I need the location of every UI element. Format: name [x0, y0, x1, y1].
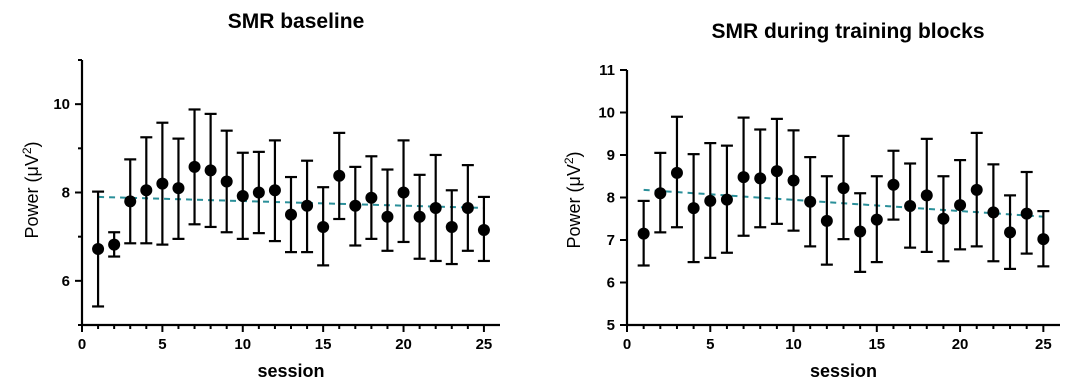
- x-axis-label: session: [810, 361, 877, 381]
- x-tick-label: 25: [1035, 336, 1052, 353]
- y-axis-label-exponent: 2: [20, 147, 34, 154]
- data-point: [317, 220, 330, 233]
- y-tick-label: 7: [607, 232, 615, 249]
- y-axis-label-unit: μV: [22, 154, 42, 176]
- data-point: [937, 212, 950, 225]
- y-axis-label-main: Power (: [22, 177, 42, 239]
- data-point: [770, 165, 783, 178]
- data-point: [637, 227, 650, 240]
- x-tick-label: 25: [476, 336, 493, 353]
- data-point: [670, 166, 683, 179]
- x-tick-label: 10: [785, 336, 802, 353]
- data-point: [987, 206, 1000, 219]
- data-point: [445, 220, 458, 233]
- data-point: [429, 201, 442, 214]
- data-point: [381, 210, 394, 223]
- x-tick-label: 20: [395, 336, 412, 353]
- y-axis-label-main: Power (: [564, 187, 584, 249]
- data-point: [285, 208, 297, 221]
- data-point: [854, 225, 867, 238]
- y-tick-label: 8: [62, 185, 70, 202]
- y-axis-label-unit: μV: [564, 164, 584, 186]
- y-axis-label-close: ): [564, 151, 584, 157]
- x-tick-label: 15: [315, 336, 332, 353]
- data-point: [108, 238, 121, 251]
- y-tick-label: 9: [607, 147, 615, 164]
- data-point: [172, 182, 185, 195]
- x-tick-label: 10: [234, 336, 251, 353]
- data-point: [1037, 233, 1050, 246]
- x-tick-label: 0: [78, 336, 86, 353]
- data-point: [870, 213, 883, 226]
- x-tick-label: 20: [952, 336, 969, 353]
- data-point: [904, 200, 917, 212]
- data-point: [301, 199, 314, 212]
- data-point: [787, 174, 800, 187]
- x-tick-label: 5: [158, 336, 166, 353]
- chart-panel-smr-baseline: SMR baseline 0 5 10 15 20 25 6 8 10 session Power (…: [20, 10, 500, 381]
- data-point: [804, 195, 817, 208]
- data-point: [349, 199, 362, 212]
- data-point: [837, 182, 850, 195]
- data-point: [654, 187, 667, 200]
- data-point: [413, 210, 426, 223]
- data-point: [720, 193, 733, 206]
- data-point: [140, 184, 153, 197]
- data-point: [477, 224, 490, 237]
- data-point: [970, 183, 983, 196]
- y-axis-label: Power (μV2): [20, 141, 42, 238]
- data-point: [920, 189, 933, 202]
- x-tick-label: 0: [623, 336, 631, 353]
- y-tick-label: 11: [599, 62, 615, 79]
- data-point: [1020, 207, 1033, 220]
- data-point: [236, 190, 249, 203]
- data-point: [333, 169, 346, 182]
- data-point: [754, 172, 767, 185]
- data-point: [124, 195, 137, 208]
- y-tick-label: 10: [53, 96, 70, 113]
- data-point: [461, 201, 474, 214]
- chart-title: SMR during training blocks: [711, 20, 984, 43]
- x-axis-label: session: [257, 361, 324, 381]
- data-point: [92, 243, 105, 256]
- x-tick-label: 5: [706, 336, 714, 353]
- data-point: [220, 175, 233, 188]
- y-axis-label-close: ): [22, 141, 42, 147]
- data-point: [954, 199, 967, 212]
- data-point: [397, 186, 410, 199]
- data-point: [252, 186, 265, 199]
- data-point: [204, 164, 217, 177]
- x-tick-label: 15: [868, 336, 885, 353]
- y-axis-label-exponent: 2: [562, 157, 576, 164]
- y-tick-label: 10: [598, 105, 615, 122]
- data-point: [268, 184, 281, 197]
- data-point: [1004, 226, 1017, 239]
- data-point: [704, 194, 717, 207]
- y-tick-label: 6: [607, 275, 615, 292]
- y-axis-label: Power (μV2): [562, 151, 584, 248]
- data-point: [887, 178, 900, 191]
- y-tick-label: 8: [607, 190, 615, 207]
- data-point: [737, 171, 750, 184]
- data-point: [188, 160, 201, 173]
- y-tick-label: 5: [607, 317, 615, 334]
- data-point: [820, 214, 833, 227]
- data-point: [156, 177, 169, 190]
- data-point: [365, 191, 378, 204]
- data-point: [687, 202, 700, 215]
- chart-title: SMR baseline: [228, 10, 365, 33]
- y-tick-label: 6: [62, 273, 70, 290]
